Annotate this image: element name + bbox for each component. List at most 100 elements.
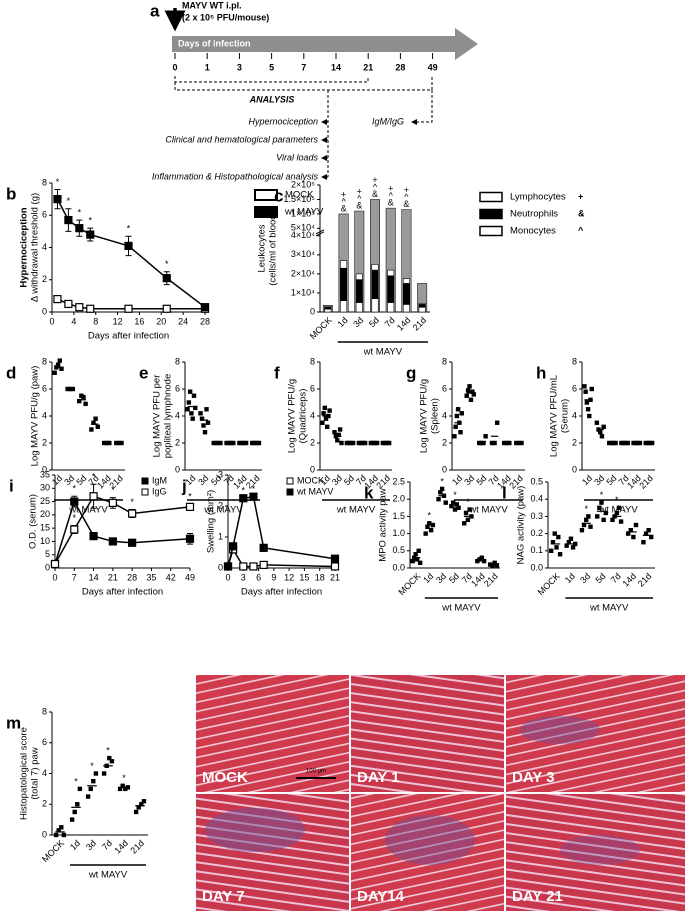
significance: * bbox=[88, 216, 92, 226]
legend-label: wt MAYV bbox=[296, 486, 333, 496]
data-point bbox=[610, 517, 615, 523]
data-point bbox=[91, 778, 96, 784]
significance: & bbox=[403, 199, 409, 209]
data-point bbox=[327, 408, 332, 413]
data-point bbox=[582, 384, 587, 389]
timeline-label: Days of infection bbox=[178, 38, 251, 48]
data-point bbox=[475, 558, 480, 564]
bar-segment bbox=[387, 275, 395, 303]
data-point bbox=[481, 440, 486, 446]
y-tick-label: 4 bbox=[310, 410, 315, 420]
bar-segment bbox=[324, 308, 332, 313]
data-point bbox=[568, 536, 574, 541]
marker bbox=[330, 554, 340, 563]
histology-image bbox=[351, 675, 504, 792]
panel-letter: a bbox=[150, 1, 160, 20]
data-point bbox=[456, 505, 461, 510]
x-tick-label: 49 bbox=[185, 572, 195, 582]
outcome: Viral loads bbox=[276, 152, 318, 162]
data-point bbox=[123, 786, 128, 792]
histology: MOCK DAY 1 DAY 3 DAY 7 DAY14 DAY 21 100 … bbox=[196, 675, 685, 911]
data-point bbox=[586, 514, 591, 519]
y-tick-label: 0 bbox=[442, 464, 447, 474]
y-tick-label: 0 bbox=[175, 464, 180, 474]
y-axis-label: (Quadriceps) bbox=[298, 389, 309, 444]
x-tick-label: 7d bbox=[383, 315, 397, 329]
x-tick-label: 9 bbox=[271, 572, 276, 582]
timeline-day: 0 bbox=[172, 62, 177, 72]
marker bbox=[124, 304, 133, 313]
data-point bbox=[77, 398, 82, 404]
data-point bbox=[61, 832, 67, 838]
histology-image bbox=[196, 675, 349, 792]
marker bbox=[239, 562, 248, 571]
significance: * bbox=[600, 490, 604, 500]
data-point bbox=[557, 552, 563, 557]
injection: MAYV WT i.pl. bbox=[182, 0, 242, 10]
data-point bbox=[581, 522, 587, 528]
y-tick-label: 0 bbox=[45, 562, 50, 572]
group-label: wt MAYV bbox=[441, 603, 481, 614]
data-point bbox=[443, 500, 448, 505]
timeline-day: 7 bbox=[301, 62, 306, 72]
significance: * bbox=[56, 177, 60, 187]
data-point bbox=[452, 507, 458, 512]
x-tick-label: 14d bbox=[112, 838, 130, 856]
bar-segment bbox=[340, 300, 348, 313]
data-point bbox=[597, 505, 602, 510]
panel-letter: g bbox=[406, 363, 416, 382]
data-point bbox=[603, 510, 608, 516]
data-point bbox=[494, 420, 500, 425]
series-line bbox=[54, 495, 191, 565]
x-tick-label: 0 bbox=[225, 572, 230, 582]
data-point bbox=[436, 497, 441, 502]
y-axis-label: (Spleen) bbox=[430, 398, 441, 434]
data-point bbox=[89, 427, 94, 432]
group-label: wt MAYV bbox=[88, 870, 128, 881]
data-point bbox=[649, 534, 654, 540]
histology-image bbox=[506, 675, 685, 792]
y-tick-label: 0 bbox=[218, 562, 223, 572]
group-label: wt MAYV bbox=[336, 505, 376, 516]
group-label: wt MAYV bbox=[203, 505, 243, 516]
data-point bbox=[321, 411, 326, 416]
legend-label: MOCK bbox=[285, 190, 314, 201]
significance: ^ bbox=[357, 193, 362, 203]
bar-segment bbox=[340, 260, 348, 269]
data-point bbox=[101, 771, 107, 776]
legend-label: IgM bbox=[152, 475, 167, 485]
significance: * bbox=[73, 484, 77, 494]
data-point bbox=[413, 552, 418, 557]
data-point bbox=[570, 545, 576, 550]
bar-segment bbox=[340, 267, 348, 301]
data-point bbox=[72, 809, 77, 815]
analysis-bracket bbox=[174, 76, 369, 83]
marker bbox=[75, 303, 84, 312]
data-point bbox=[417, 560, 423, 566]
y-axis-label: popliteal lymphnode bbox=[163, 374, 174, 459]
data-point bbox=[492, 560, 497, 566]
data-point bbox=[81, 394, 86, 400]
timeline-day: 1 bbox=[205, 62, 210, 72]
histology-image bbox=[351, 794, 504, 911]
marker bbox=[50, 559, 60, 569]
x-tick-label: 20 bbox=[156, 316, 166, 326]
x-tick-label: 7 bbox=[72, 572, 77, 582]
legend-label: MOCK bbox=[297, 475, 324, 485]
infiltrate bbox=[560, 835, 640, 865]
data-point bbox=[202, 430, 208, 435]
y-axis-label: O.D. (serum) bbox=[28, 494, 39, 549]
y-tick-label: 6 bbox=[42, 383, 47, 393]
data-point bbox=[587, 413, 592, 419]
dose: (2 x 10⁵ PFU/mouse) bbox=[182, 12, 269, 22]
data-point bbox=[410, 558, 415, 564]
data-point bbox=[75, 802, 80, 807]
infiltrate bbox=[385, 815, 475, 865]
data-point bbox=[414, 557, 420, 562]
data-point bbox=[468, 397, 474, 402]
bar-segment bbox=[371, 264, 379, 271]
x-tick-label: 1d bbox=[68, 838, 82, 852]
x-tick-label: MOCK bbox=[308, 315, 334, 341]
panel-letter: j bbox=[181, 476, 187, 495]
